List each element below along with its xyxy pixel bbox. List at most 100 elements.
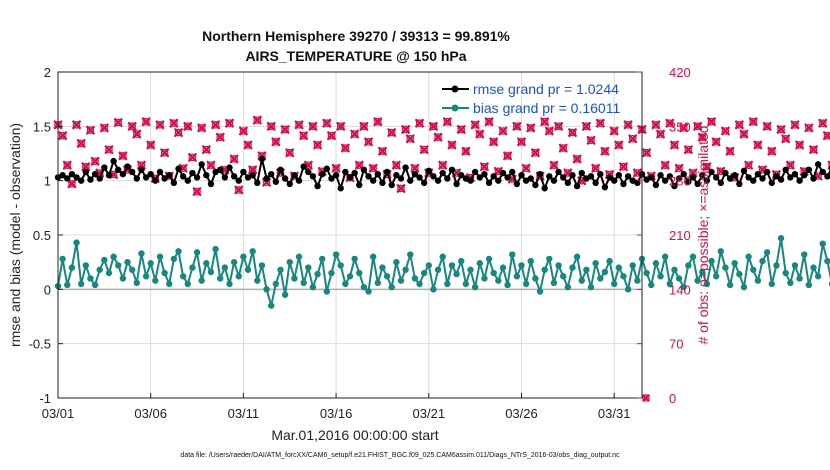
obs-assimilated-marker	[104, 145, 114, 155]
bias-point	[87, 275, 94, 282]
obs-assimilated-marker	[540, 117, 550, 127]
rmse-point	[750, 177, 757, 184]
rmse-point	[444, 175, 451, 182]
obs-possible-marker	[170, 119, 178, 128]
obs-possible-marker	[387, 128, 396, 137]
obs-possible-marker	[225, 119, 234, 128]
rmse-point	[221, 174, 229, 181]
obs-assimilated-marker	[387, 128, 397, 137]
chart-title-line2: AIRS_TEMPERATURE @ 150 hPa	[245, 48, 466, 64]
obs-assimilated-marker	[331, 163, 341, 173]
obs-possible-marker	[628, 134, 637, 143]
rmse-point	[193, 174, 201, 181]
bias-point	[481, 275, 488, 282]
obs-assimilated-marker	[721, 126, 730, 136]
bias-point	[564, 283, 572, 291]
bias-point	[782, 269, 789, 277]
bias-series-line	[57, 237, 830, 307]
rmse-point	[416, 174, 423, 181]
obs-assimilated-marker	[373, 117, 383, 127]
obs-possible-marker	[72, 120, 81, 129]
bias-point	[337, 262, 344, 269]
bias-point	[536, 288, 544, 295]
rmse-point	[606, 174, 613, 181]
rmse-point	[476, 174, 483, 181]
obs-assimilated-marker	[665, 118, 675, 128]
rmse-point	[101, 164, 108, 171]
obs-assimilated-marker	[141, 117, 151, 127]
obs-possible-marker	[323, 119, 331, 128]
obs-possible-marker	[596, 119, 605, 128]
obs-possible-marker	[545, 127, 554, 135]
obs-possible-marker	[554, 122, 563, 131]
bias-point	[708, 257, 715, 265]
rmse-point	[680, 170, 687, 178]
bias-point	[573, 253, 581, 260]
bias-point	[532, 275, 539, 282]
rmse-point	[110, 157, 117, 165]
bias-point	[142, 273, 150, 280]
obs-possible-marker	[253, 116, 262, 124]
bias-point	[801, 251, 808, 258]
obs-assimilated-marker	[118, 151, 128, 161]
rmse-point	[254, 179, 261, 187]
bias-point	[212, 245, 219, 253]
x-tick-label: 03/16	[320, 406, 353, 421]
obs-assimilated-marker	[174, 128, 183, 137]
bias-point	[360, 283, 368, 291]
bias-point	[754, 277, 762, 284]
obs-possible-marker	[656, 130, 665, 138]
legend-bias-label: bias grand pr = 0.16011	[473, 100, 620, 116]
obs-possible-marker	[587, 136, 595, 145]
bias-point	[504, 281, 511, 289]
obs-possible-marker	[475, 130, 484, 138]
y-axis-right-ticks: 0 70 140 210 280 350 420	[637, 65, 691, 406]
bias-point	[323, 288, 331, 295]
rmse-point	[235, 177, 242, 184]
obs-possible-marker	[652, 120, 660, 129]
bias-point	[369, 253, 377, 260]
bias-point	[467, 266, 474, 273]
rmse-point	[291, 172, 298, 179]
rmse-point	[661, 177, 669, 184]
obs-possible-marker	[485, 117, 493, 126]
obs-possible-marker	[818, 119, 827, 128]
rmse-point	[569, 172, 576, 179]
bias-point	[207, 268, 215, 276]
obs-assimilated-marker	[90, 156, 100, 166]
obs-assimilated-marker	[76, 139, 86, 148]
bias-point	[156, 253, 164, 260]
bias-point	[124, 258, 131, 266]
rmse-point	[485, 179, 493, 187]
bias-point	[629, 262, 636, 269]
rmse-point	[328, 175, 335, 182]
rmse-point	[782, 166, 789, 173]
obs-possible-marker	[457, 125, 466, 134]
obs-assimilated-marker	[762, 121, 772, 131]
obs-assimilated-marker	[809, 145, 818, 155]
rmse-point	[175, 165, 182, 172]
bias-point	[244, 266, 252, 273]
obs-assimilated-marker	[591, 163, 601, 173]
rmse-point	[402, 164, 409, 171]
obs-assimilated-marker	[656, 129, 665, 139]
rmse-point	[425, 167, 432, 175]
rmse-point	[759, 175, 766, 182]
rmse-point	[777, 176, 785, 183]
obs-possible-marker	[146, 141, 155, 149]
rmse-point	[634, 179, 641, 187]
obs-possible-marker	[540, 117, 549, 126]
bias-point	[805, 281, 813, 289]
obs-possible-marker	[489, 138, 498, 146]
rmse-point	[152, 177, 159, 184]
rmse-point	[73, 174, 80, 181]
obs-assimilated-marker	[674, 163, 684, 173]
bias-point	[736, 270, 743, 278]
rmse-point	[458, 172, 465, 179]
obs-assimilated-marker	[447, 140, 457, 150]
rmse-point	[124, 163, 131, 170]
obs-possible-marker	[267, 122, 276, 131]
rmse-point	[532, 181, 539, 189]
obs-possible-marker	[156, 120, 164, 129]
